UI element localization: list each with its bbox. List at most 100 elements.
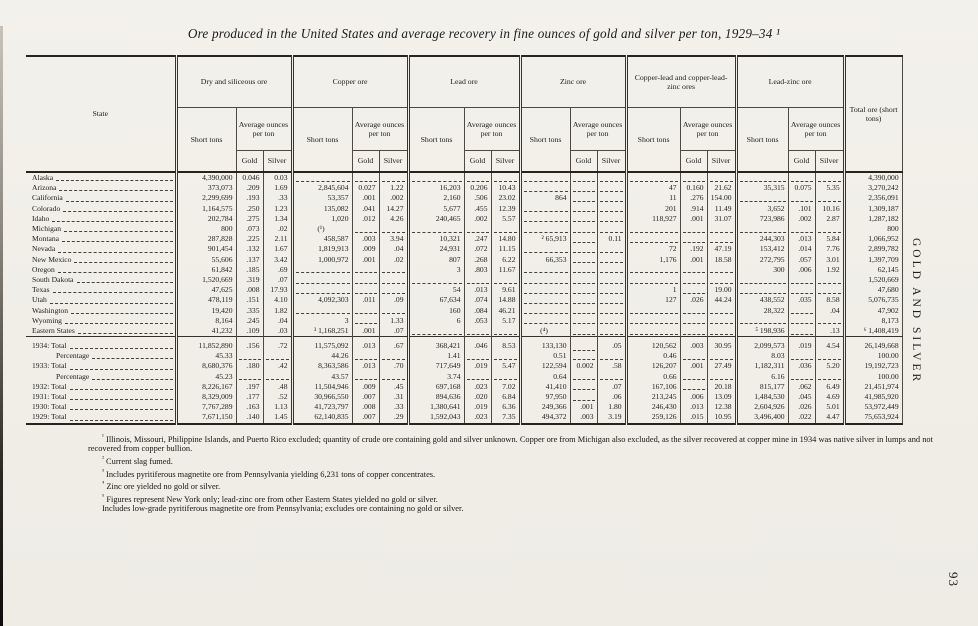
silver-header: Silver	[378, 150, 409, 173]
value-cell: 14.27	[378, 203, 409, 214]
dash-leader	[817, 353, 841, 360]
table-row-summary: 1931: Total 8,329,009.177.52 30,966,550.00…	[26, 392, 903, 403]
value-cell	[787, 351, 816, 362]
row-label: South Dakota	[26, 275, 176, 285]
value-cell	[378, 224, 409, 235]
value-cell: 0.64	[518, 371, 571, 382]
value-cell: .006	[679, 392, 708, 403]
value-cell: .58	[596, 361, 627, 372]
value-cell: 19,420	[174, 305, 236, 316]
value-cell: .48	[262, 381, 292, 393]
value-cell: 46.21	[490, 305, 521, 316]
table-head: State Dry and siliceous ore Copper ore Lead…	[26, 56, 903, 173]
table-row-state: Washington 19,420.335 1.82 160.084 46.21 28,3…	[26, 305, 903, 316]
value-cell: 31.07	[706, 213, 737, 225]
dash-leader	[599, 317, 623, 325]
silver-header: Silver	[814, 150, 845, 173]
value-cell	[490, 351, 521, 362]
value-cell	[679, 381, 708, 393]
ore-group-header: Dry and siliceous ore	[174, 56, 292, 108]
value-cell: 807	[406, 254, 465, 265]
value-cell	[814, 170, 845, 184]
dotted-leader	[57, 272, 173, 274]
row-label-wrap: Eastern States	[32, 326, 175, 336]
value-cell	[787, 224, 816, 235]
row-label-wrap: Arizona	[32, 183, 175, 193]
value-cell: .001	[679, 361, 708, 372]
value-cell	[490, 224, 521, 235]
ore-group-header: Lead-zinc ore	[734, 56, 845, 108]
row-label-wrap: Percentage	[32, 351, 175, 361]
value-cell: .001	[351, 326, 379, 337]
table-row-state: Arizona 373,073.209 1.69 2,845,604 0.027 1.22…	[26, 183, 903, 194]
dash-leader	[572, 373, 595, 381]
value-cell: 4,390,000	[174, 170, 236, 184]
footnote: ¹ Illinois, Missouri, Philippine Islands…	[88, 432, 933, 454]
value-cell: .014	[787, 244, 816, 255]
dash-leader	[682, 236, 705, 243]
dash-leader	[599, 175, 623, 182]
value-cell: 54	[406, 285, 465, 296]
value-cell: 4.10	[262, 295, 292, 306]
row-label-wrap: 1934: Total	[32, 341, 175, 351]
dash-leader	[466, 328, 489, 335]
value-cell	[262, 371, 292, 382]
row-label: Texas	[26, 285, 176, 295]
value-cell: .506	[463, 193, 492, 204]
value-cell: 800	[174, 224, 236, 235]
avg-ounces-header: Average ounces per ton	[463, 107, 521, 151]
row-label-text: Idaho	[32, 213, 50, 223]
value-cell: 5.35	[814, 183, 845, 194]
value-cell: .003	[679, 336, 708, 352]
value-cell: 45.23	[174, 371, 236, 382]
value-cell: 8,680,376	[174, 361, 236, 372]
value-cell: .209	[235, 183, 263, 194]
value-cell: 160	[406, 305, 465, 316]
value-cell	[351, 170, 379, 184]
dotted-leader	[71, 312, 173, 314]
value-cell	[518, 170, 571, 184]
value-cell: 5.20	[814, 361, 845, 372]
table-row-summary: 1930: Total 7,767,289.163 1.13 41,723,797.0…	[26, 402, 903, 413]
value-cell: 8.03	[734, 351, 789, 362]
dash-leader	[354, 353, 377, 360]
value-cell	[787, 285, 816, 296]
short-tons-header: Short tons	[734, 107, 789, 173]
dash-leader	[523, 205, 568, 213]
value-cell	[406, 224, 465, 235]
row-label-text: Oregon	[32, 264, 55, 274]
row-label: Colorado	[26, 204, 176, 214]
row-label-wrap: Michigan	[32, 224, 175, 234]
dash-leader	[572, 317, 595, 325]
value-cell	[518, 305, 571, 316]
value-cell	[290, 305, 352, 316]
dash-leader	[572, 328, 595, 335]
value-cell: .70	[378, 361, 409, 372]
value-cell	[463, 224, 492, 235]
dash-leader	[709, 353, 733, 360]
value-cell	[734, 170, 789, 184]
value-cell: 35,315	[734, 183, 789, 194]
value-cell: 815,177	[734, 381, 789, 393]
value-cell: .001	[351, 254, 379, 265]
value-cell	[706, 234, 737, 245]
value-cell	[406, 170, 465, 184]
value-cell: .007	[351, 412, 379, 424]
gold-header: Gold	[569, 150, 598, 173]
dash-leader	[572, 226, 595, 233]
dash-leader	[599, 205, 623, 213]
value-cell: 0.160	[679, 183, 708, 194]
dash-leader	[790, 328, 813, 335]
avg-ounces-header: Average ounces per ton	[569, 107, 627, 151]
value-cell	[569, 170, 598, 184]
value-cell: 723,986	[734, 213, 789, 225]
value-cell: 9.61	[490, 285, 521, 296]
dash-leader	[739, 175, 786, 182]
value-cell	[706, 224, 737, 235]
value-cell: 1,380,641	[406, 402, 465, 413]
value-cell	[406, 326, 465, 337]
value-cell: 1,819,913	[290, 244, 352, 255]
dash-leader	[381, 175, 405, 182]
ore-production-table: State Dry and siliceous ore Copper ore Lead…	[26, 55, 903, 425]
value-cell: .035	[787, 295, 816, 306]
